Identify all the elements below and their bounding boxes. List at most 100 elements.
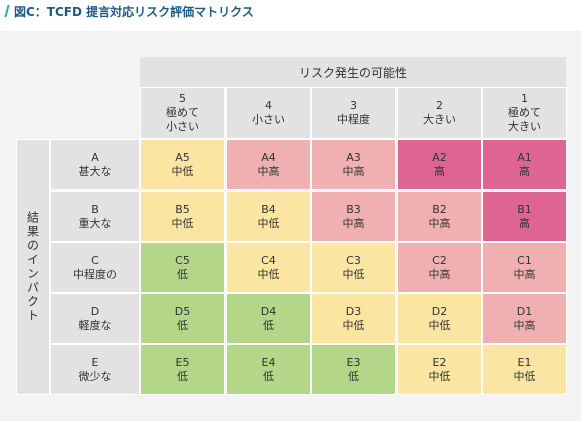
risk-cell-level: 中低 [428, 318, 451, 332]
risk-cell: B2 中高 [397, 191, 482, 242]
risk-cell-code: A5 [175, 150, 190, 164]
risk-cell-level: 中低 [342, 318, 365, 332]
risk-cell: E3 低 [311, 344, 396, 395]
likelihood-label: 大きい [423, 113, 456, 126]
likelihood-column-header: 5 極めて 小さい [140, 87, 225, 139]
risk-cell-code: B5 [175, 202, 190, 216]
risk-cell: B4 中低 [226, 191, 311, 242]
likelihood-column-header: 4 小さい [226, 87, 311, 139]
risk-cell-level: 高 [434, 164, 445, 178]
risk-cell: C2 中高 [397, 242, 482, 293]
risk-cell-level: 低 [177, 267, 188, 281]
risk-cell-code: D5 [174, 304, 191, 318]
likelihood-rank: 3 [350, 99, 357, 112]
likelihood-rank: 2 [436, 99, 443, 112]
risk-cell-level: 低 [263, 369, 274, 383]
risk-cell-code: E2 [432, 355, 447, 369]
risk-cell: E2 中低 [397, 344, 482, 395]
risk-cell-level: 中高 [342, 164, 365, 178]
figure-title: 図C：TCFD 提言対応リスク評価マトリクス [4, 3, 254, 19]
risk-cell-code: D4 [260, 304, 277, 318]
risk-cell: C1 中高 [482, 242, 567, 293]
risk-cell-level: 高 [519, 216, 530, 230]
risk-cell-code: C4 [261, 253, 276, 267]
risk-cell-level: 中低 [257, 267, 280, 281]
risk-cell-code: C5 [175, 253, 190, 267]
risk-cell-code: C3 [346, 253, 361, 267]
risk-cell: A4 中高 [226, 139, 311, 190]
risk-cell-level: 中低 [428, 369, 451, 383]
risk-cell-level: 低 [177, 369, 188, 383]
impact-header: 結果のインパクト [16, 139, 50, 395]
impact-label: 重大な [78, 216, 112, 230]
risk-cell-code: E1 [517, 355, 532, 369]
risk-cell-code: E5 [175, 355, 190, 369]
risk-cell-code: B2 [432, 202, 447, 216]
risk-cell: B1 高 [482, 191, 567, 242]
likelihood-label: 大きい [508, 120, 541, 133]
impact-row-header: B 重大な [50, 191, 140, 242]
likelihood-label: 極めて [166, 106, 199, 119]
risk-cell-level: 中低 [513, 369, 536, 383]
risk-cell-level: 低 [177, 318, 188, 332]
impact-label: 微少な [78, 369, 112, 383]
risk-cell-level: 中高 [513, 318, 536, 332]
impact-header-label: 結果のインパクト [25, 211, 40, 323]
risk-cell: D3 中低 [311, 293, 396, 344]
risk-cell-level: 中高 [428, 216, 451, 230]
likelihood-column-header: 1 極めて 大きい [482, 87, 567, 139]
risk-cell-level: 中低 [171, 216, 194, 230]
risk-cell-code: D2 [431, 304, 448, 318]
impact-rank: D [90, 304, 100, 318]
risk-cell: C5 低 [140, 242, 225, 293]
risk-cell-code: B1 [517, 202, 532, 216]
title-accent-bar [4, 5, 10, 17]
risk-cell-code: B4 [261, 202, 276, 216]
impact-rank: C [91, 253, 99, 267]
risk-cell: E5 低 [140, 344, 225, 395]
risk-cell-level: 中低 [257, 216, 280, 230]
risk-cell-code: A1 [517, 150, 532, 164]
impact-label: 中程度の [73, 267, 117, 281]
risk-cell: E1 中低 [482, 344, 567, 395]
impact-rank: A [91, 150, 99, 164]
likelihood-column-header: 3 中程度 [311, 87, 396, 139]
likelihood-label: 小さい [252, 113, 285, 126]
risk-cell-code: A2 [432, 150, 447, 164]
impact-rank: B [91, 202, 99, 216]
likelihood-header: リスク発生の可能性 [140, 57, 566, 87]
risk-cell-level: 中高 [428, 267, 451, 281]
risk-cell: C4 中低 [226, 242, 311, 293]
risk-cell-code: C1 [517, 253, 532, 267]
risk-cell: A1 高 [482, 139, 567, 190]
impact-rank: E [91, 355, 99, 369]
figure-title-text: 図C：TCFD 提言対応リスク評価マトリクス [14, 4, 254, 19]
risk-cell-level: 中低 [171, 164, 194, 178]
likelihood-label: 小さい [166, 120, 199, 133]
risk-cell: D4 低 [226, 293, 311, 344]
risk-cell-level: 中高 [257, 164, 280, 178]
risk-cell-level: 高 [519, 164, 530, 178]
risk-cell-code: D3 [345, 304, 362, 318]
impact-row-header: E 微少な [50, 344, 140, 395]
impact-row-header: D 軽度な [50, 293, 140, 344]
risk-cell-level: 低 [263, 318, 274, 332]
risk-cell-level: 中高 [342, 216, 365, 230]
likelihood-header-label: リスク発生の可能性 [298, 65, 407, 80]
likelihood-rank: 4 [265, 99, 272, 112]
risk-cell-code: B3 [346, 202, 361, 216]
risk-cell: B3 中高 [311, 191, 396, 242]
likelihood-rank: 1 [521, 92, 528, 105]
likelihood-rank: 5 [179, 92, 186, 105]
risk-cell: E4 低 [226, 344, 311, 395]
impact-label: 軽度な [78, 318, 112, 332]
risk-cell: D5 低 [140, 293, 225, 344]
risk-cell-code: C2 [432, 253, 447, 267]
likelihood-label: 中程度 [337, 113, 370, 126]
impact-row-header: A 甚大な [50, 139, 140, 190]
risk-cell-code: D1 [516, 304, 533, 318]
likelihood-label: 極めて [508, 106, 541, 119]
risk-cell-code: A3 [346, 150, 361, 164]
risk-cell: D2 中低 [397, 293, 482, 344]
risk-cell: A3 中高 [311, 139, 396, 190]
